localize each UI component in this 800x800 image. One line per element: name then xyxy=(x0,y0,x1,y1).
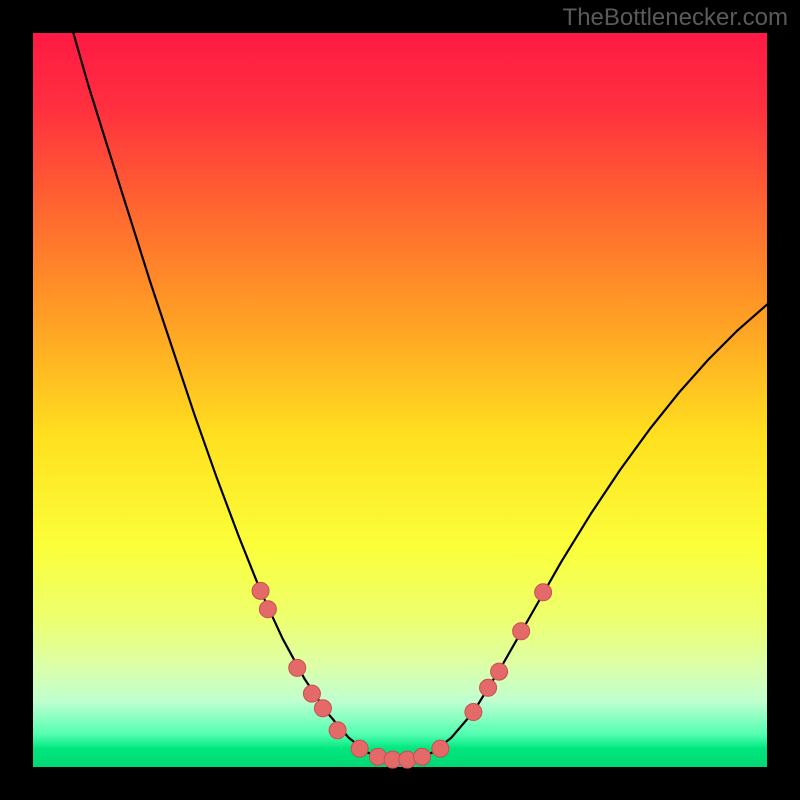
data-marker xyxy=(259,601,276,618)
data-marker xyxy=(303,685,320,702)
data-marker xyxy=(369,748,386,765)
curve-layer xyxy=(33,33,767,767)
data-marker xyxy=(513,623,530,640)
chart-canvas: TheBottlenecker.com xyxy=(0,0,800,800)
data-marker xyxy=(289,659,306,676)
watermark-text: TheBottlenecker.com xyxy=(563,4,788,32)
data-marker xyxy=(432,740,449,757)
data-marker xyxy=(399,751,416,768)
data-marker xyxy=(329,722,346,739)
data-marker xyxy=(252,582,269,599)
data-marker xyxy=(465,703,482,720)
data-marker xyxy=(351,740,368,757)
bottleneck-curve xyxy=(73,33,767,760)
plot-area xyxy=(33,33,767,767)
data-marker xyxy=(535,584,552,601)
data-marker xyxy=(314,700,331,717)
data-marker xyxy=(491,663,508,680)
data-marker xyxy=(480,679,497,696)
data-marker xyxy=(414,748,431,765)
